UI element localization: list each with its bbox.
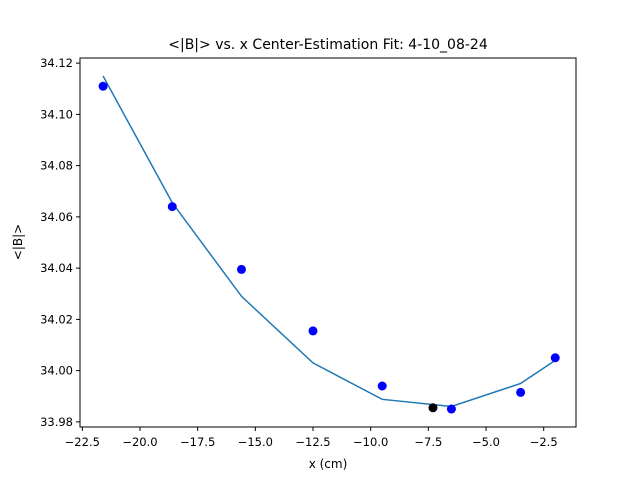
fit-line xyxy=(102,75,556,408)
y-tick-label: 34.10 xyxy=(40,107,73,121)
y-tick-label: 33.98 xyxy=(40,415,73,429)
data-point xyxy=(550,353,560,363)
x-axis: −22.5 −20.0 −17.5 −15.0 −12.5 −10.0 −7.5 −5.0 −2… xyxy=(65,427,558,449)
y-axis: 33.98 34.00 34.02 34.04 34.06 34.08 34.10 34.12 xyxy=(40,56,80,429)
x-tick-label: −7.5 xyxy=(414,435,442,449)
x-tick-label: −5.0 xyxy=(472,435,500,449)
x-tick-label: −20.0 xyxy=(122,435,157,449)
y-tick-label: 34.00 xyxy=(40,364,73,378)
data-point xyxy=(308,326,318,336)
x-tick-label: −12.5 xyxy=(295,435,330,449)
y-tick-label: 34.02 xyxy=(40,312,73,326)
y-tick-label: 34.04 xyxy=(40,261,73,275)
x-axis-label: x (cm) xyxy=(309,457,348,471)
y-tick-label: 34.12 xyxy=(40,56,73,70)
center-estimate-point xyxy=(428,403,438,413)
chart-title: <|B|> vs. x Center-Estimation Fit: 4-10_… xyxy=(168,37,488,53)
x-tick-label: −17.5 xyxy=(180,435,215,449)
x-tick-label: −10.0 xyxy=(353,435,388,449)
x-tick-label: −15.0 xyxy=(238,435,273,449)
y-axis-label: <|B|> xyxy=(11,224,25,260)
data-point xyxy=(236,264,246,274)
data-point xyxy=(98,81,108,91)
data-point xyxy=(167,202,177,212)
y-tick-label: 34.06 xyxy=(40,210,73,224)
data-points-layer xyxy=(98,81,560,414)
y-tick-label: 34.08 xyxy=(40,159,73,173)
data-point xyxy=(516,387,526,397)
x-tick-label: −2.5 xyxy=(530,435,558,449)
plot-area xyxy=(79,57,577,428)
fit-line-layer xyxy=(102,75,556,408)
data-point xyxy=(446,404,456,414)
data-point xyxy=(377,381,387,391)
x-tick-label: −22.5 xyxy=(65,435,100,449)
